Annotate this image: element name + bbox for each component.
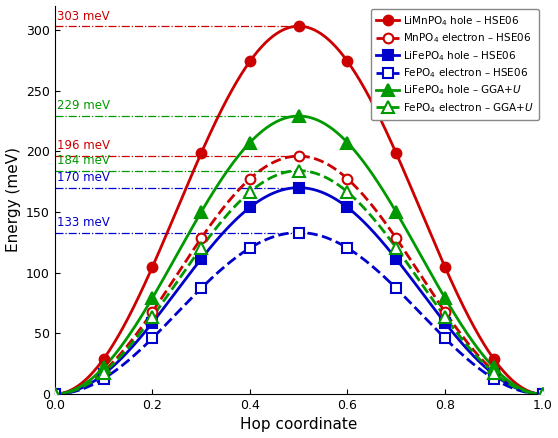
Legend: LiMnPO$_4$ hole – HSE06, MnPO$_4$ electron – HSE06, LiFePO$_4$ hole – HSE06, FeP: LiMnPO$_4$ hole – HSE06, MnPO$_4$ electr… [371,9,540,120]
Text: 170 meV: 170 meV [57,171,110,184]
Text: 196 meV: 196 meV [57,139,110,152]
Text: 184 meV: 184 meV [57,154,110,167]
Text: 229 meV: 229 meV [57,99,110,113]
X-axis label: Hop coordinate: Hop coordinate [240,417,357,432]
Text: 133 meV: 133 meV [57,216,110,229]
Text: 303 meV: 303 meV [57,10,110,22]
Y-axis label: Energy (meV): Energy (meV) [6,147,21,252]
